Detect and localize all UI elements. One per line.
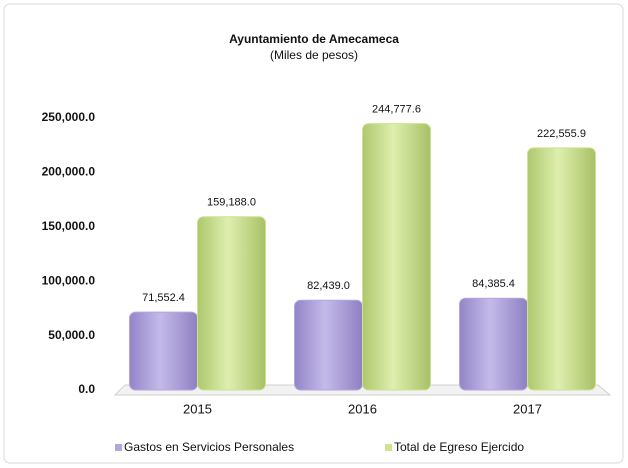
legend-swatch [385,444,392,451]
y-tick-label: 50,000.0 [48,328,95,342]
legend-label: Total de Egreso Ejercido [394,440,524,454]
x-tick-label: 2016 [348,401,377,416]
bar [527,147,596,391]
x-tick-label: 2017 [513,401,542,416]
value-label: 82,439.0 [307,280,350,292]
value-label: 244,777.6 [372,104,421,116]
y-tick-label: 0.0 [78,382,95,396]
chart-title: Ayuntamiento de Amecameca [229,32,399,46]
chart-subtitle: (Miles de pesos) [270,48,358,62]
y-tick-label: 150,000.0 [42,219,96,233]
y-tick-label: 200,000.0 [42,165,96,179]
y-tick-label: 250,000.0 [42,110,96,124]
value-label: 222,555.9 [537,128,586,140]
y-tick-label: 100,000.0 [42,273,96,287]
value-label: 71,552.4 [142,292,185,304]
bar [459,297,528,391]
bar [362,123,431,391]
x-tick-label: 2015 [183,401,212,416]
legend-label: Gastos en Servicios Personales [124,440,294,454]
bar [197,216,266,391]
bar [129,311,198,391]
value-label: 84,385.4 [472,278,515,290]
legend-swatch [115,444,122,451]
value-label: 159,188.0 [207,197,256,209]
bar [294,299,363,391]
